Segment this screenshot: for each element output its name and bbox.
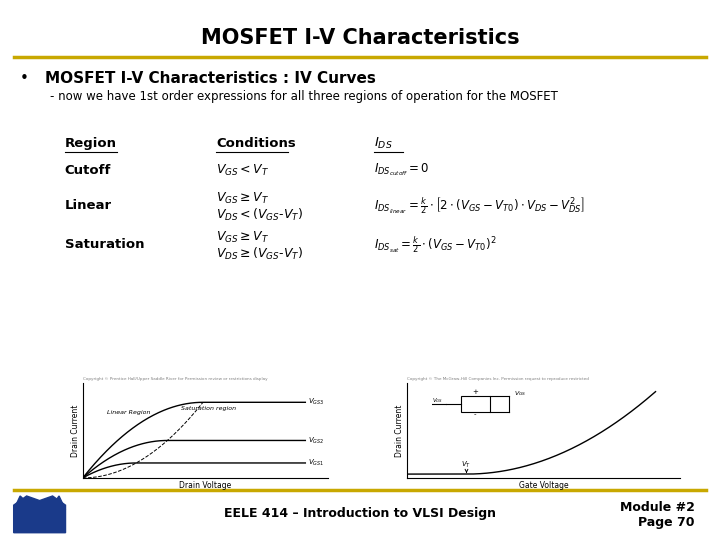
Text: $V_{DS} \geq (V_{GS}\text{-}V_T)$: $V_{DS} \geq (V_{GS}\text{-}V_T)$ bbox=[216, 246, 303, 262]
Text: $I_{DS_{cutoff}} = 0$: $I_{DS_{cutoff}} = 0$ bbox=[374, 162, 430, 178]
Y-axis label: Drain Current: Drain Current bbox=[395, 404, 404, 457]
Text: $V_{GS}$: $V_{GS}$ bbox=[432, 396, 443, 404]
Polygon shape bbox=[53, 496, 66, 510]
Bar bbox=[461, 395, 490, 411]
Text: •: • bbox=[20, 71, 29, 86]
Text: $V_{DS} < (V_{GS}\text{-}V_T)$: $V_{DS} < (V_{GS}\text{-}V_T)$ bbox=[216, 207, 303, 223]
Polygon shape bbox=[14, 496, 30, 510]
Text: $V_{GS3}$: $V_{GS3}$ bbox=[307, 397, 324, 407]
Text: Saturation: Saturation bbox=[65, 238, 144, 251]
Text: Saturation region: Saturation region bbox=[181, 406, 236, 411]
Text: Copyright © The McGraw-Hill Companies Inc. Permission request to reproduce restr: Copyright © The McGraw-Hill Companies In… bbox=[407, 376, 589, 381]
Text: Cutoff: Cutoff bbox=[65, 164, 111, 177]
Text: - now we have 1st order expressions for all three regions of operation for the M: - now we have 1st order expressions for … bbox=[50, 90, 558, 103]
Text: $I_{DS}$: $I_{DS}$ bbox=[374, 136, 393, 151]
Text: Linear Region: Linear Region bbox=[107, 410, 150, 415]
Polygon shape bbox=[14, 496, 66, 532]
X-axis label: Gate Voltage: Gate Voltage bbox=[519, 481, 568, 490]
Text: MOSFET I-V Characteristics: MOSFET I-V Characteristics bbox=[201, 28, 519, 48]
Text: $V_{GS} < V_T$: $V_{GS} < V_T$ bbox=[216, 163, 269, 178]
Text: Module #2
Page 70: Module #2 Page 70 bbox=[620, 501, 695, 529]
Text: $V_{GS}$: $V_{GS}$ bbox=[513, 389, 526, 398]
X-axis label: Drain Voltage: Drain Voltage bbox=[179, 481, 231, 490]
Text: Copyright © Prentice Hall/Upper Saddle River for Permission review or restrictio: Copyright © Prentice Hall/Upper Saddle R… bbox=[83, 376, 267, 381]
Text: $V_{GS} \geq V_T$: $V_{GS} \geq V_T$ bbox=[216, 191, 269, 206]
Y-axis label: Drain Current: Drain Current bbox=[71, 404, 80, 457]
Text: $V_{GS} \geq V_T$: $V_{GS} \geq V_T$ bbox=[216, 230, 269, 245]
Text: $I_{DS_{sat}} = \frac{k}{2}\cdot(V_{GS}-V_{T0})^2$: $I_{DS_{sat}} = \frac{k}{2}\cdot(V_{GS}-… bbox=[374, 234, 497, 254]
Text: $V_T$: $V_T$ bbox=[462, 460, 472, 472]
Text: -: - bbox=[474, 411, 477, 417]
Text: $I_{DS_{linear}} = \frac{k}{2}\cdot\left[2\cdot(V_{GS}-V_{T0})\cdot V_{DS} - V_{: $I_{DS_{linear}} = \frac{k}{2}\cdot\left… bbox=[374, 195, 585, 215]
Text: Conditions: Conditions bbox=[216, 137, 296, 150]
Text: Region: Region bbox=[65, 137, 117, 150]
Text: +: + bbox=[472, 388, 478, 395]
Text: Linear: Linear bbox=[65, 199, 112, 212]
Text: $V_{GS2}$: $V_{GS2}$ bbox=[307, 435, 324, 445]
Text: MOSFET I-V Characteristics : IV Curves: MOSFET I-V Characteristics : IV Curves bbox=[45, 71, 376, 86]
Text: $V_{GS1}$: $V_{GS1}$ bbox=[307, 458, 324, 468]
Text: EELE 414 – Introduction to VLSI Design: EELE 414 – Introduction to VLSI Design bbox=[224, 507, 496, 519]
